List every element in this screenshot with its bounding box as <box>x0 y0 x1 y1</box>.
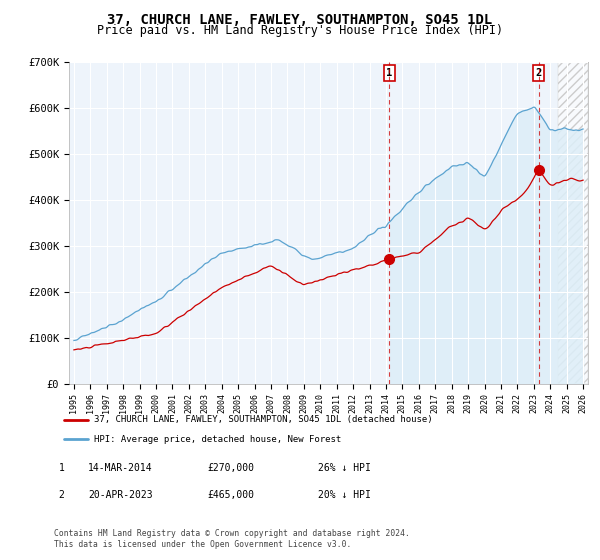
Text: 1: 1 <box>386 68 392 78</box>
Text: 37, CHURCH LANE, FAWLEY, SOUTHAMPTON, SO45 1DL (detached house): 37, CHURCH LANE, FAWLEY, SOUTHAMPTON, SO… <box>94 415 432 424</box>
Text: 14-MAR-2014: 14-MAR-2014 <box>88 464 153 473</box>
Text: 20-APR-2023: 20-APR-2023 <box>88 491 153 500</box>
Text: HPI: Average price, detached house, New Forest: HPI: Average price, detached house, New … <box>94 435 341 444</box>
Text: 37, CHURCH LANE, FAWLEY, SOUTHAMPTON, SO45 1DL: 37, CHURCH LANE, FAWLEY, SOUTHAMPTON, SO… <box>107 13 493 27</box>
Text: 26% ↓ HPI: 26% ↓ HPI <box>318 464 371 473</box>
Text: 1: 1 <box>59 464 64 473</box>
Text: 2: 2 <box>59 491 64 500</box>
Text: 2: 2 <box>536 68 542 78</box>
Text: Contains HM Land Registry data © Crown copyright and database right 2024.
This d: Contains HM Land Registry data © Crown c… <box>54 529 410 549</box>
Text: £465,000: £465,000 <box>207 491 254 500</box>
Text: 20% ↓ HPI: 20% ↓ HPI <box>318 491 371 500</box>
Text: Price paid vs. HM Land Registry's House Price Index (HPI): Price paid vs. HM Land Registry's House … <box>97 24 503 38</box>
Text: £270,000: £270,000 <box>207 464 254 473</box>
